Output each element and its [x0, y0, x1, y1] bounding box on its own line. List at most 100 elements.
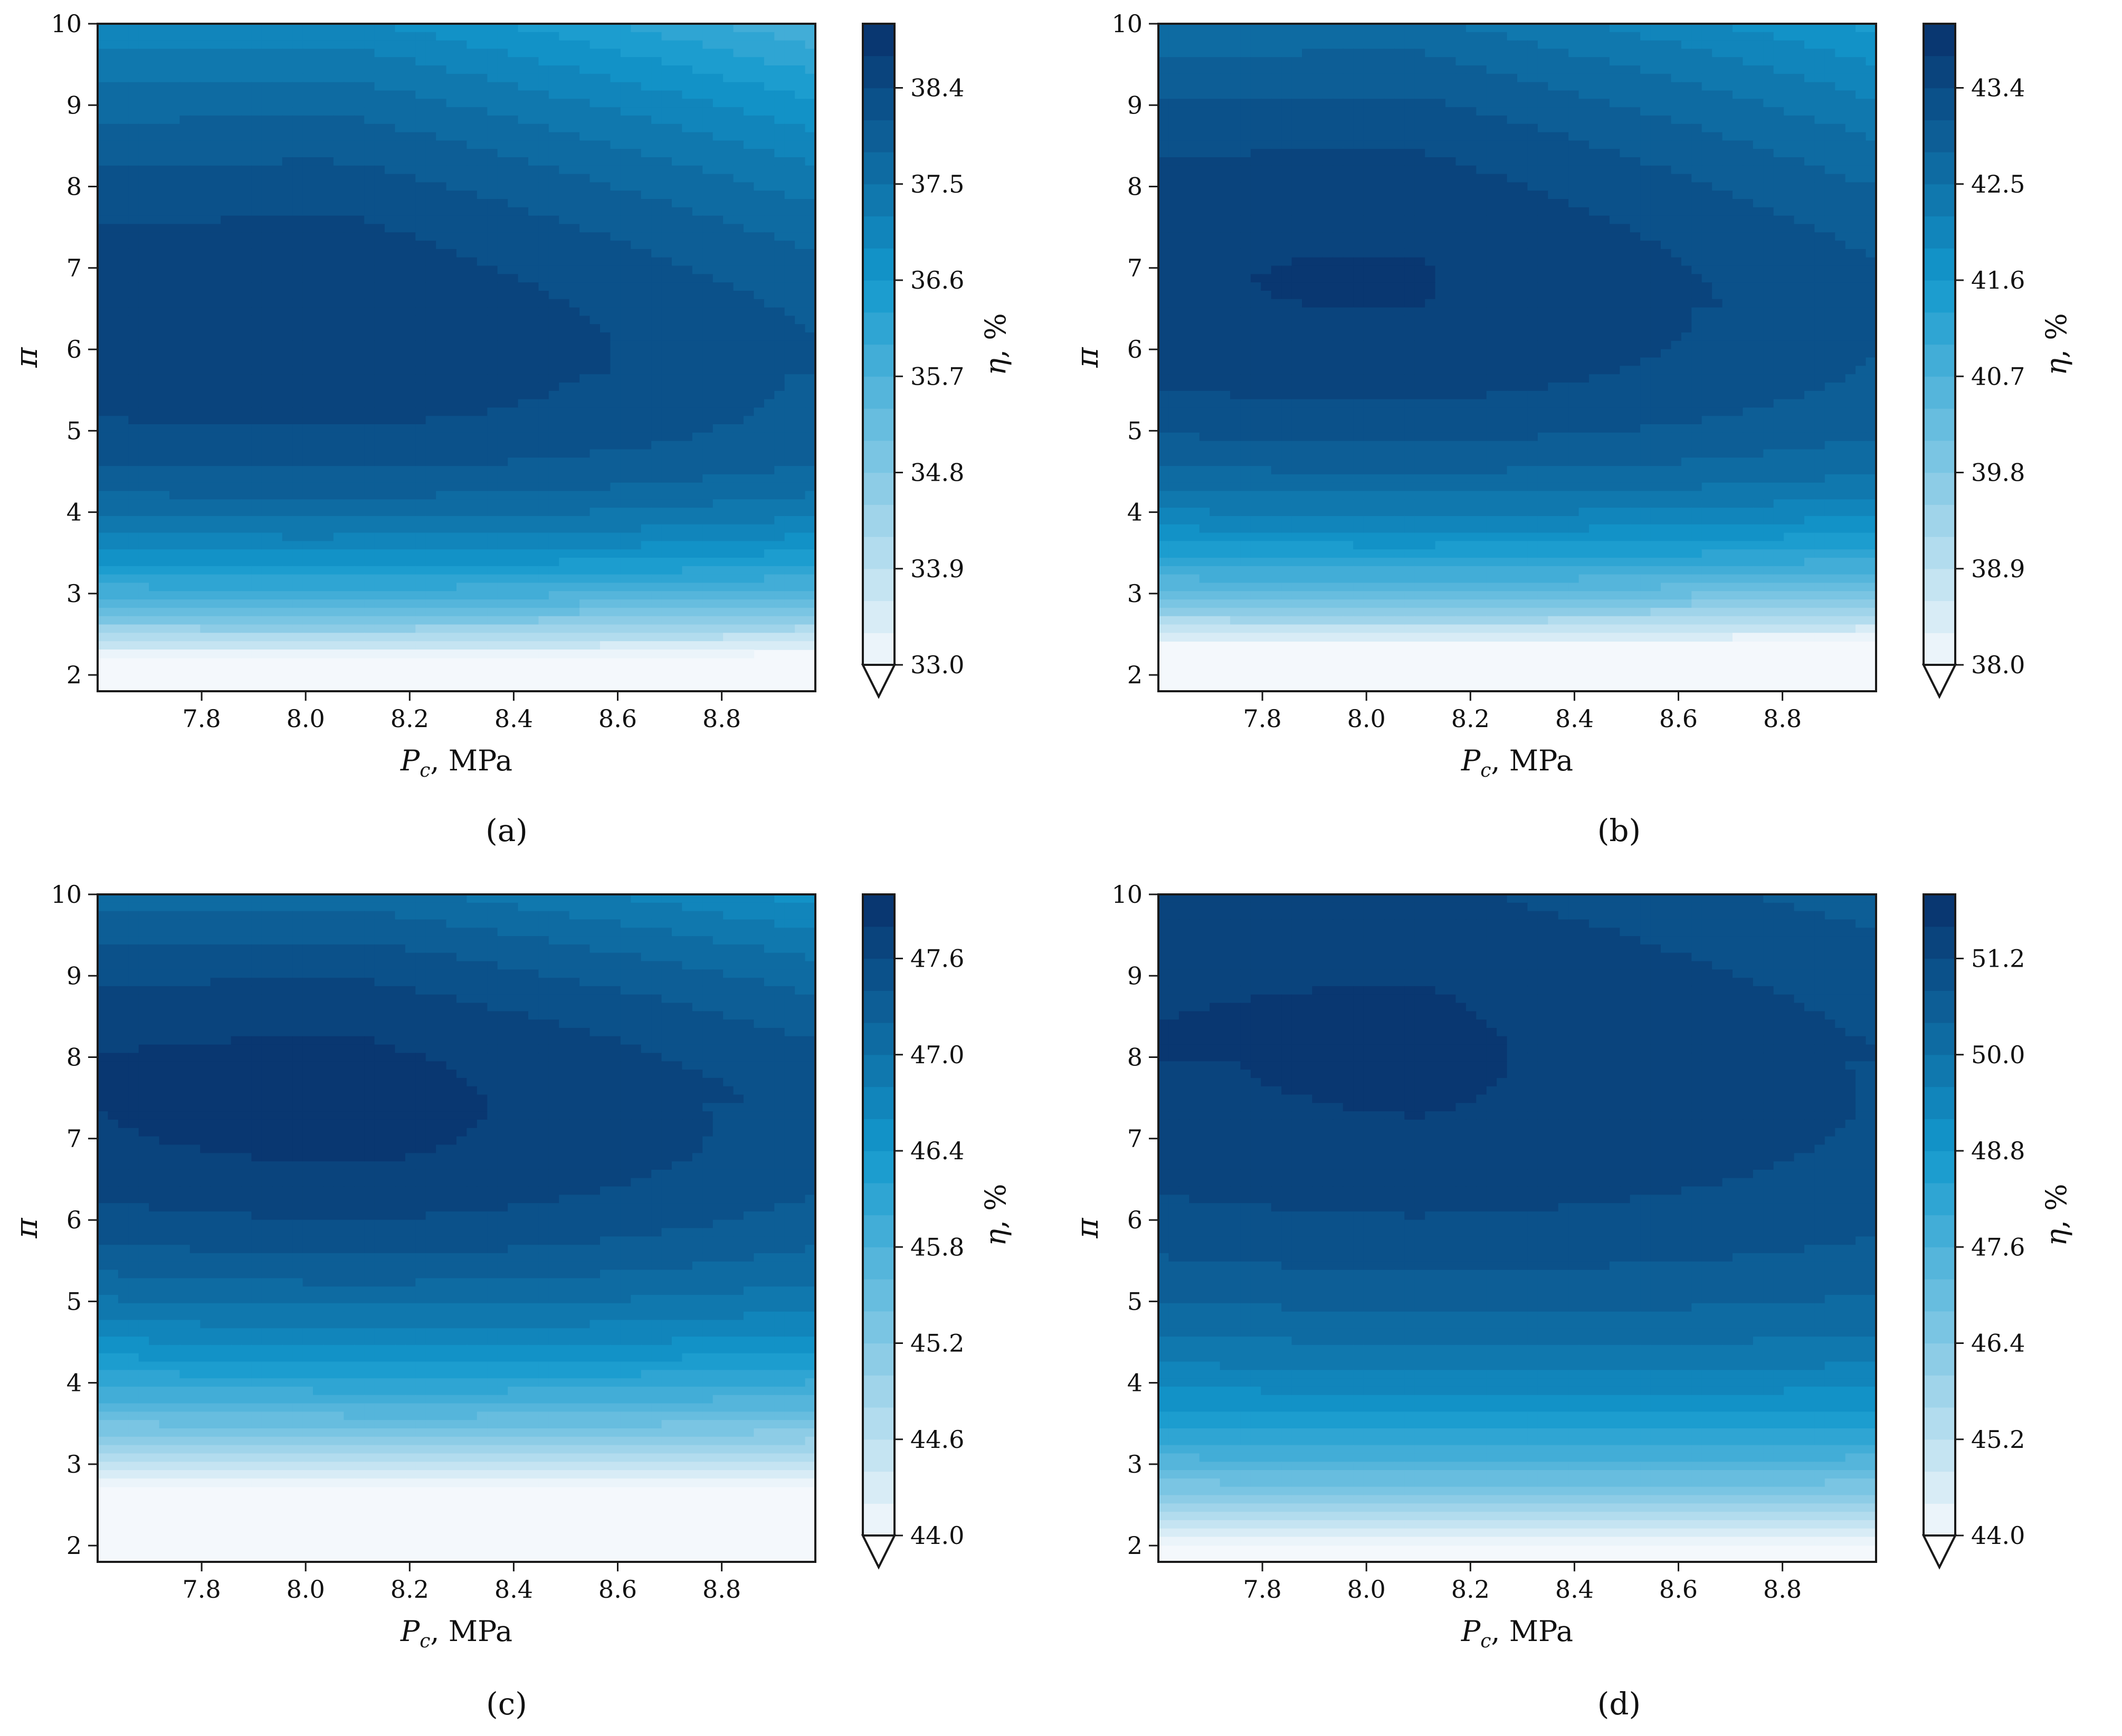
contour-cell — [425, 449, 436, 459]
contour-cell — [231, 616, 242, 625]
contour-cell — [600, 549, 611, 558]
contour-cell — [313, 441, 324, 450]
contour-cell — [538, 449, 549, 459]
contour-cell — [344, 207, 355, 216]
contour-cell — [723, 541, 734, 550]
contour-cell — [723, 457, 734, 466]
contour-cell — [118, 82, 129, 91]
contour-cell — [138, 40, 149, 50]
contour-cell — [189, 474, 201, 483]
contour-cell — [528, 482, 539, 492]
contour-cell — [149, 449, 160, 459]
contour-cell — [344, 49, 355, 58]
contour-cell — [774, 508, 785, 517]
contour-cell — [231, 265, 242, 275]
contour-cell — [682, 49, 693, 58]
contour-cell — [200, 340, 211, 350]
contour-cell — [200, 57, 211, 66]
contour-cell — [98, 566, 109, 575]
contour-cell — [651, 199, 662, 208]
contour-cell — [415, 457, 426, 466]
contour-cell — [446, 558, 457, 567]
contour-cell — [292, 182, 303, 192]
contour-cell — [344, 257, 355, 266]
contour-cell — [313, 549, 324, 558]
contour-cell — [641, 491, 652, 500]
contour-cell — [764, 224, 775, 233]
contour-cell — [446, 291, 457, 300]
contour-cell — [149, 591, 160, 600]
contour-cell — [538, 591, 549, 600]
contour-cell — [200, 157, 211, 166]
contour-cell — [98, 232, 109, 241]
contour-cell — [672, 499, 683, 508]
contour-cell — [682, 374, 693, 383]
contour-cell — [692, 524, 703, 533]
contour-cell — [487, 574, 498, 584]
contour-cell — [405, 132, 416, 141]
contour-cell — [518, 382, 529, 392]
contour-cell — [641, 199, 652, 208]
contour-cell — [497, 441, 508, 450]
contour-cell — [508, 407, 519, 416]
contour-cell — [261, 307, 273, 317]
contour-cell — [374, 424, 385, 433]
contour-cell — [744, 532, 755, 542]
contour-cell — [579, 99, 591, 108]
contour-cell — [302, 232, 313, 241]
contour-cell — [631, 491, 642, 500]
contour-cell — [189, 466, 201, 475]
contour-cell — [487, 566, 498, 575]
contour-cell — [323, 466, 334, 475]
contour-cell — [672, 449, 683, 459]
contour-cell — [723, 265, 734, 275]
contour-cell — [631, 282, 642, 291]
contour-cell — [672, 407, 683, 416]
contour-cell — [764, 24, 775, 33]
contour-cell — [518, 299, 529, 308]
contour-cell — [272, 357, 283, 367]
contour-cell — [456, 24, 468, 33]
contour-cell — [446, 424, 457, 433]
contour-cell — [159, 115, 170, 125]
contour-cell — [436, 374, 447, 383]
contour-cell — [559, 382, 570, 392]
contour-cell — [795, 32, 806, 41]
contour-cell — [631, 449, 642, 459]
contour-cell — [702, 482, 713, 492]
contour-cell — [344, 382, 355, 392]
contour-cell — [436, 24, 447, 33]
contour-cell — [784, 382, 795, 392]
contour-cell — [138, 558, 149, 567]
contour-cell — [733, 516, 744, 525]
contour-cell — [600, 299, 611, 308]
contour-cell — [118, 182, 129, 192]
contour-cell — [272, 49, 283, 58]
contour-cell — [425, 265, 436, 275]
contour-cell — [374, 399, 385, 408]
contour-cell — [477, 574, 488, 584]
contour-cell — [261, 583, 273, 592]
contour-cell — [487, 482, 498, 492]
contour-cell — [641, 157, 652, 166]
contour-cell — [189, 491, 201, 500]
contour-cell — [108, 215, 119, 225]
contour-cell — [405, 583, 416, 592]
contour-cell — [374, 40, 385, 50]
contour-cell — [149, 99, 160, 108]
contour-cell — [98, 57, 109, 66]
contour-cell — [118, 115, 129, 125]
contour-cell — [754, 32, 765, 41]
contour-cell — [415, 40, 426, 50]
contour-cell — [108, 123, 119, 133]
contour-cell — [179, 224, 191, 233]
contour-cell — [528, 257, 539, 266]
contour-cell — [333, 265, 345, 275]
contour-cell — [589, 232, 601, 241]
contour-cell — [405, 291, 416, 300]
contour-cell — [508, 224, 519, 233]
contour-cell — [210, 90, 221, 100]
contour-cell — [179, 432, 191, 442]
contour-cell — [302, 24, 313, 33]
contour-cell — [764, 524, 775, 533]
